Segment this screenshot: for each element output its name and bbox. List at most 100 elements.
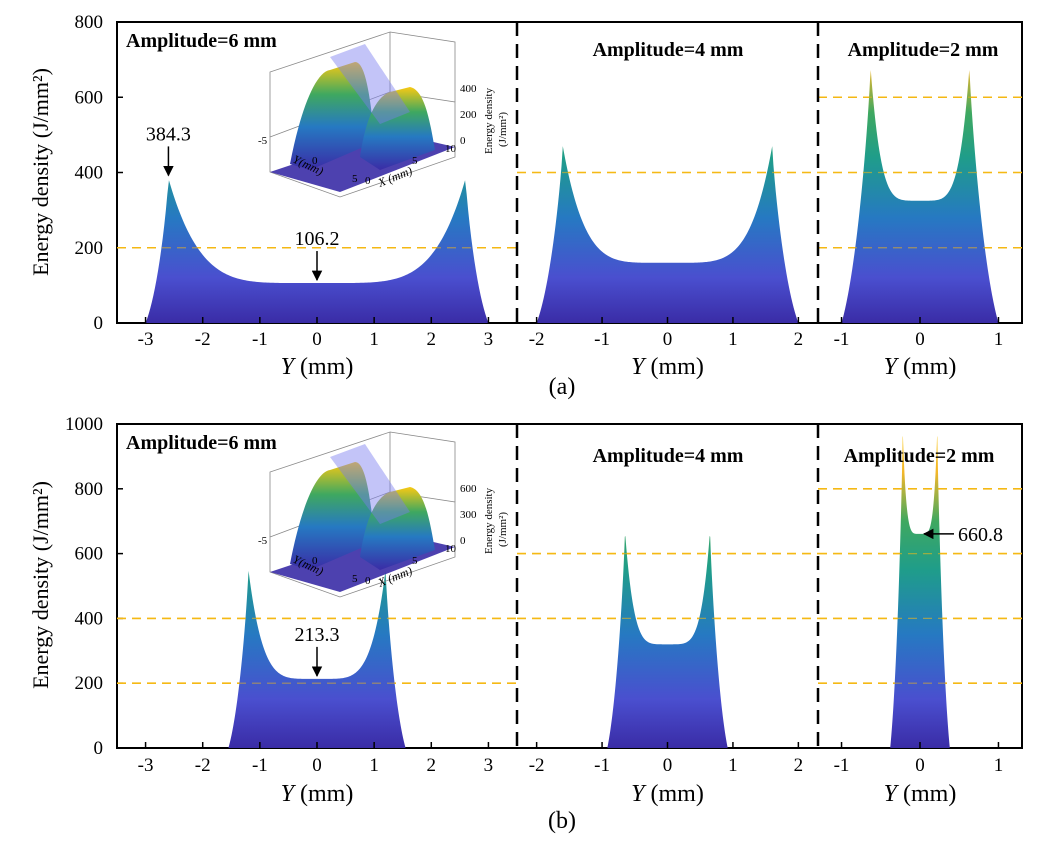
caption-a: (a) xyxy=(549,374,576,400)
x-axis-label: Y (mm) xyxy=(281,354,354,380)
x-tick-label: -1 xyxy=(252,755,268,776)
x-tick-label: 0 xyxy=(915,755,925,776)
x-axis-label-unit: (mm) xyxy=(897,354,956,380)
inset-zlabel: Energy density xyxy=(483,87,495,154)
x-axis-label-unit: (mm) xyxy=(294,354,353,380)
y-tick-label: 0 xyxy=(94,313,104,334)
x-tick-label: 1 xyxy=(369,329,379,350)
x-tick-label: -1 xyxy=(252,329,268,350)
x-axis-label-var: Y xyxy=(884,781,900,807)
x-tick-label: 2 xyxy=(427,329,437,350)
x-tick-label: -2 xyxy=(529,329,545,350)
inset-xtick: 0 xyxy=(365,175,371,187)
y-tick-label: 200 xyxy=(75,673,104,694)
energy-profile-area xyxy=(890,435,950,748)
x-axis-label-var: Y xyxy=(631,781,647,807)
panel-title: Amplitude=6 mm xyxy=(126,30,277,52)
x-axis-label: Y (mm) xyxy=(281,781,354,807)
y-axis-label-a: Energy density (J/mm²) xyxy=(28,68,53,276)
x-tick-label: -1 xyxy=(834,329,850,350)
y-tick-label: 400 xyxy=(75,163,104,184)
x-tick-label: -3 xyxy=(138,329,154,350)
x-tick-label: 0 xyxy=(312,329,322,350)
inset-zticks: 400 xyxy=(460,83,477,95)
y-tick-label: 1000 xyxy=(65,414,103,435)
annotation-label: 660.8 xyxy=(958,524,1003,546)
inset-ytick: -5 xyxy=(258,535,268,547)
x-axis-label-unit: (mm) xyxy=(897,781,956,807)
x-axis-label-var: Y xyxy=(281,354,297,380)
energy-profile-area xyxy=(228,570,406,748)
annotation-label: 106.2 xyxy=(295,228,340,250)
x-tick-label: 1 xyxy=(369,755,379,776)
x-tick-label: 0 xyxy=(663,755,673,776)
inset-zunit: (J/mm²) xyxy=(497,112,509,147)
x-tick-label: 2 xyxy=(794,329,804,350)
inset-ytick: 5 xyxy=(352,173,358,185)
inset-slice-plane xyxy=(330,444,410,524)
x-axis-label: Y (mm) xyxy=(884,781,957,807)
y-tick-label: 800 xyxy=(75,12,104,33)
inset-zticks: 0 xyxy=(460,135,466,147)
x-axis-label-var: Y xyxy=(281,781,297,807)
inset-ytick: 5 xyxy=(352,573,358,585)
y-tick-label: 200 xyxy=(75,238,104,259)
plot-frame xyxy=(116,423,1023,749)
inset-ridge xyxy=(290,462,375,570)
x-tick-label: -1 xyxy=(594,329,610,350)
inset-xtick: 5 xyxy=(412,555,418,567)
x-tick-label: 1 xyxy=(994,755,1004,776)
inset-xtick: 0 xyxy=(365,575,371,587)
inset-ytick: 0 xyxy=(312,155,318,167)
x-tick-label: 2 xyxy=(794,755,804,776)
x-tick-label: 3 xyxy=(484,755,494,776)
caption-b: (b) xyxy=(548,808,576,834)
x-tick-label: -3 xyxy=(138,755,154,776)
inset-ridge xyxy=(290,62,375,170)
inset-ytick: -5 xyxy=(258,135,268,147)
panel-title: Amplitude=4 mm xyxy=(593,445,744,467)
y-tick-label: 600 xyxy=(75,544,104,565)
inset-zunit: (J/mm²) xyxy=(497,512,509,547)
y-tick-label: 0 xyxy=(94,738,104,759)
inset-ytick: 0 xyxy=(312,555,318,567)
inset-ridge xyxy=(360,87,435,170)
inset-xtick: 10 xyxy=(445,543,457,555)
inset-xtick: 10 xyxy=(445,143,457,155)
x-tick-label: 1 xyxy=(728,329,738,350)
inset-zticks: 600 xyxy=(460,483,477,495)
x-axis-label: Y (mm) xyxy=(884,354,957,380)
inset-box-back xyxy=(269,431,456,537)
x-tick-label: 0 xyxy=(663,329,673,350)
inset-zlabel: Energy density xyxy=(483,487,495,554)
x-tick-label: -2 xyxy=(195,755,211,776)
energy-profile-area xyxy=(536,146,799,323)
panel-title: Amplitude=6 mm xyxy=(126,432,277,454)
x-tick-label: 1 xyxy=(994,329,1004,350)
x-axis-label-var: Y xyxy=(884,354,900,380)
y-tick-label: 400 xyxy=(75,608,104,629)
y-axis-label-b: Energy density (J/mm²) xyxy=(28,481,53,689)
x-axis-label-unit: (mm) xyxy=(645,781,704,807)
annotation-label: 384.3 xyxy=(146,123,191,145)
x-tick-label: 2 xyxy=(427,755,437,776)
inset-xtick: 5 xyxy=(412,155,418,167)
y-tick-label: 800 xyxy=(75,479,104,500)
x-tick-label: 1 xyxy=(728,755,738,776)
x-tick-label: 0 xyxy=(915,329,925,350)
energy-profile-area xyxy=(607,536,728,748)
energy-profile-area xyxy=(145,180,489,323)
x-tick-label: -2 xyxy=(195,329,211,350)
x-tick-label: 3 xyxy=(484,329,494,350)
x-tick-label: -1 xyxy=(594,755,610,776)
energy-profile-area xyxy=(841,70,999,324)
x-tick-label: 0 xyxy=(312,755,322,776)
y-tick-label: 600 xyxy=(75,87,104,108)
x-axis-label-unit: (mm) xyxy=(645,354,704,380)
panel-title: Amplitude=4 mm xyxy=(593,39,744,61)
annotation-label: 213.3 xyxy=(295,624,340,646)
